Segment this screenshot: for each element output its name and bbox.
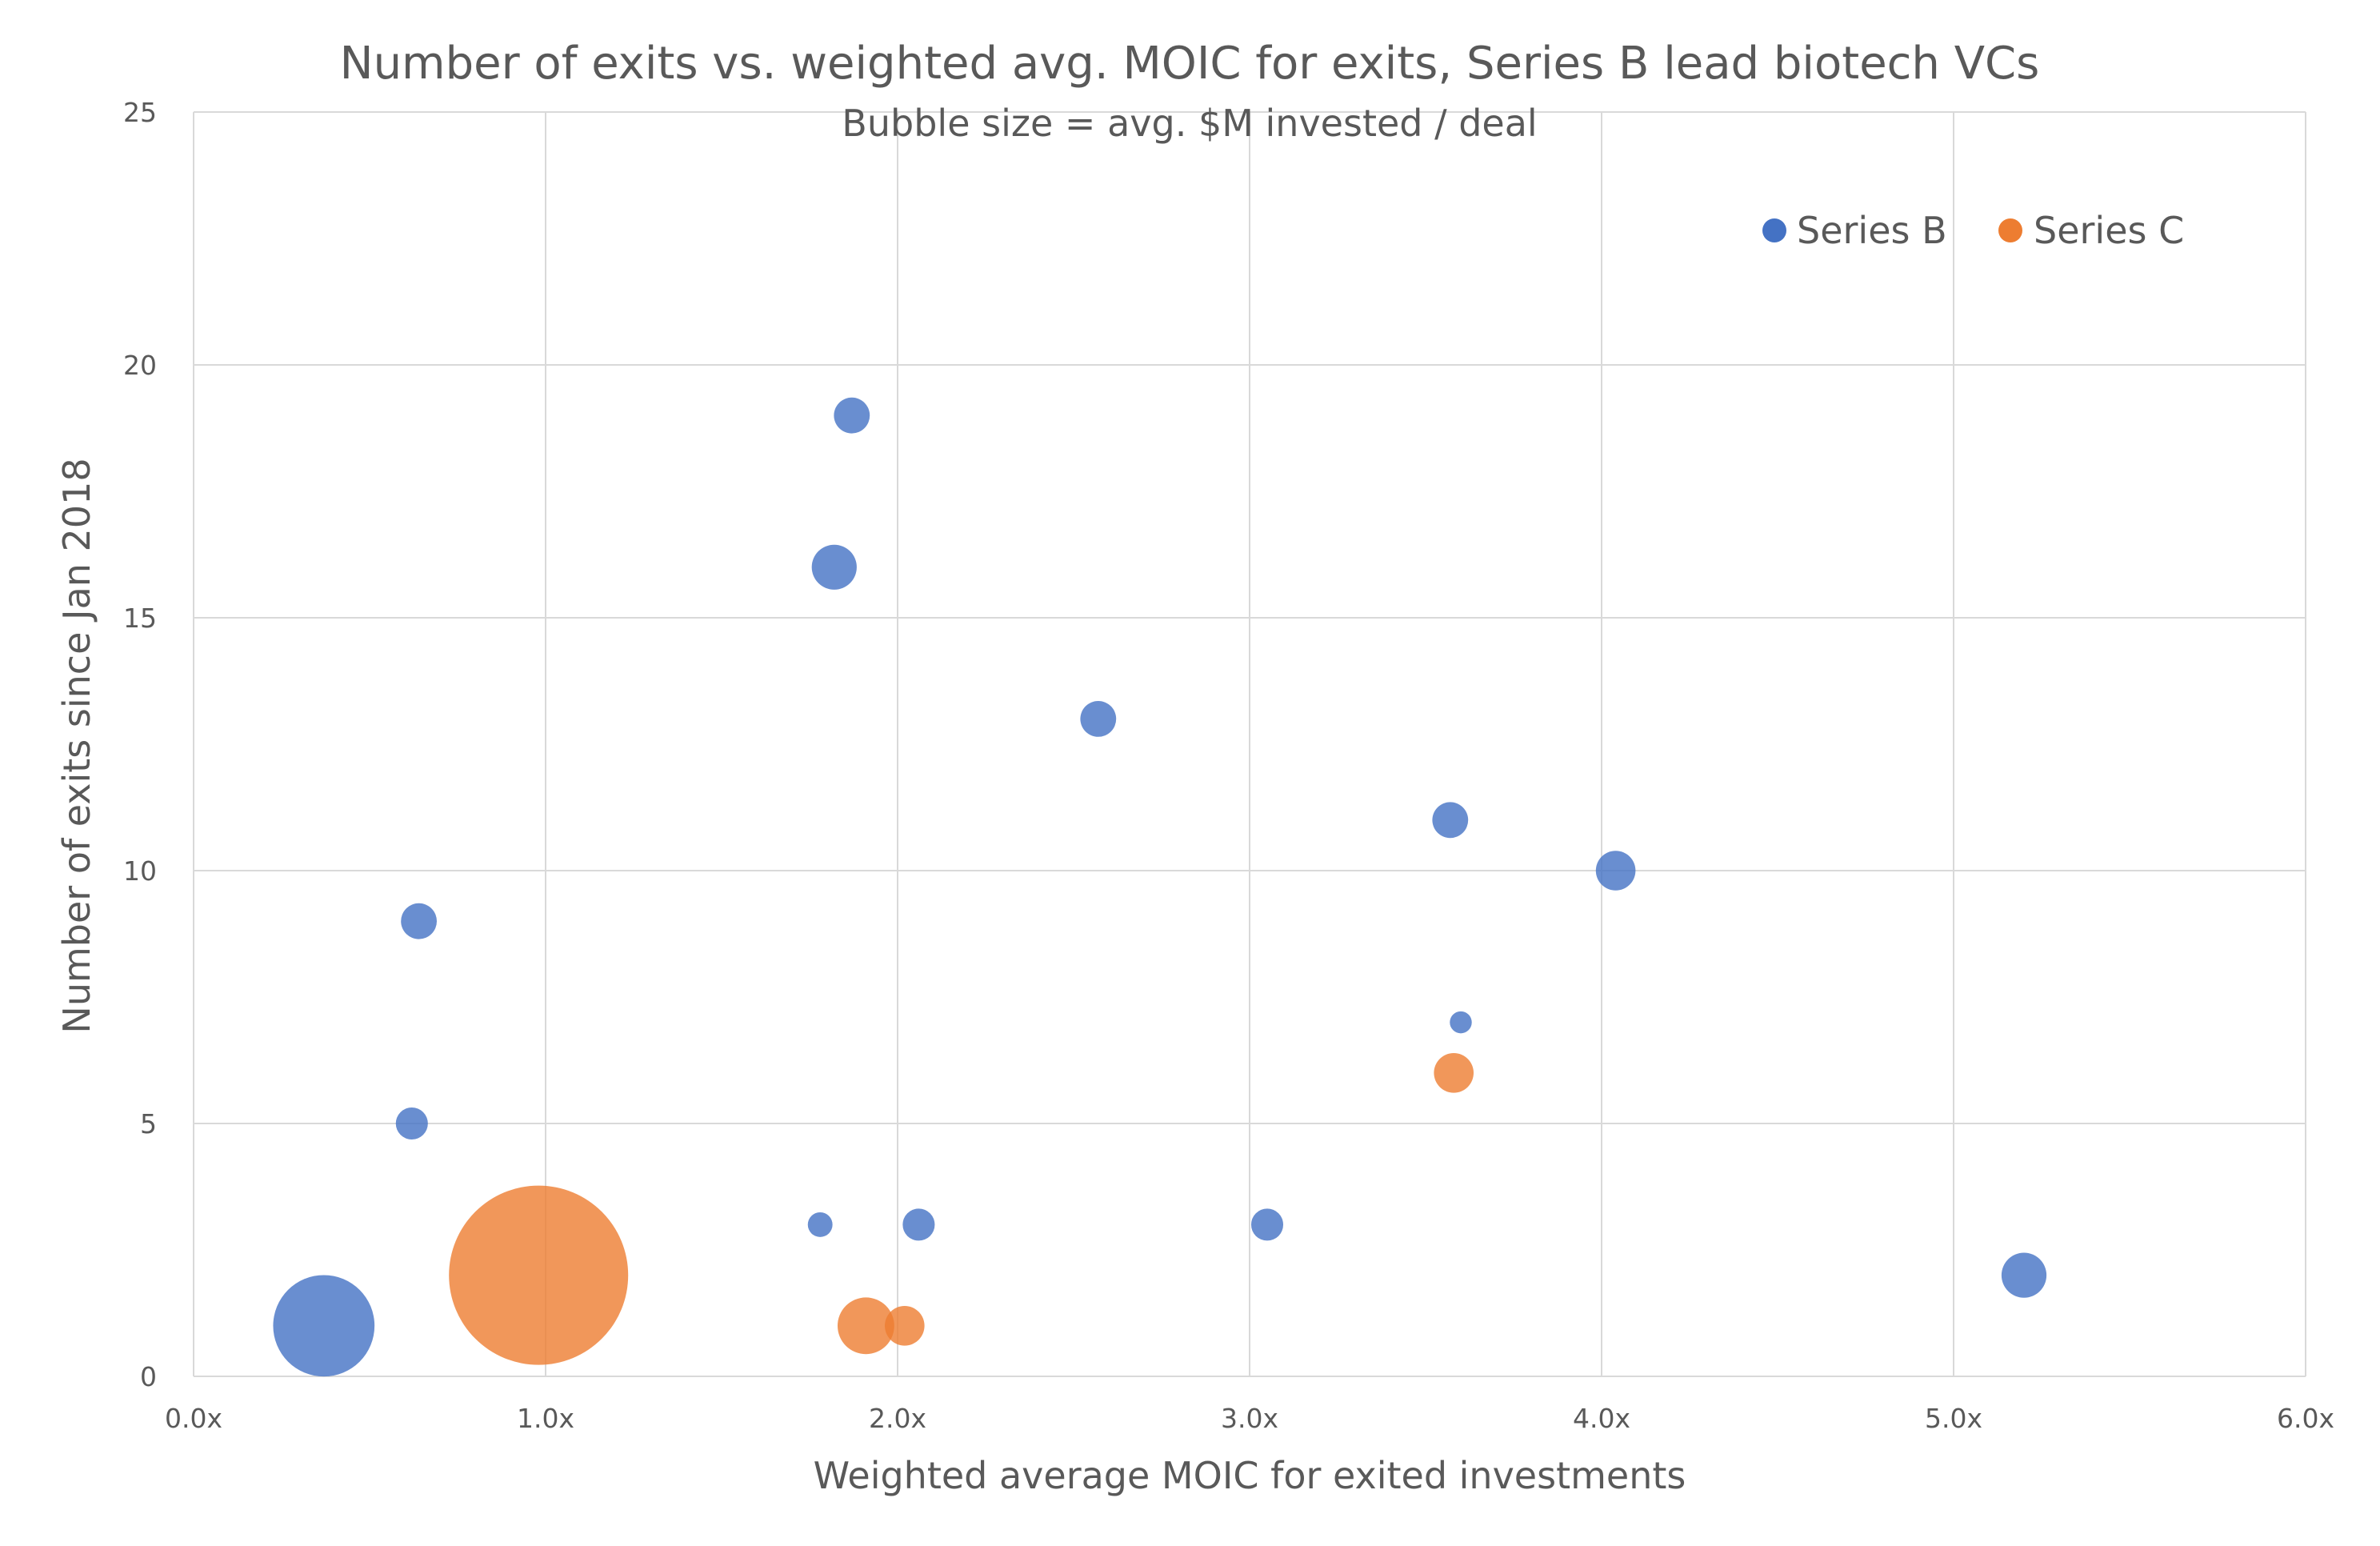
legend-label-series-c: Series C bbox=[2034, 209, 2184, 252]
y-tick-label: 25 bbox=[123, 97, 157, 128]
x-tick-labels: 0.0x 1.0x 2.0x 3.0x 4.0x 5.0x 6.0x bbox=[165, 1403, 2334, 1434]
bubble-series-b bbox=[807, 1212, 833, 1237]
bubble-series-c bbox=[885, 1306, 925, 1346]
y-tick-label: 20 bbox=[123, 350, 157, 381]
legend: Series B Series C bbox=[1762, 209, 2184, 252]
y-axis-label: Number of exits since Jan 2018 bbox=[55, 458, 98, 1033]
legend-marker-series-b bbox=[1762, 218, 1786, 242]
bubble-series-b bbox=[902, 1208, 935, 1241]
bubble-series-c bbox=[449, 1185, 629, 1365]
x-tick-label: 4.0x bbox=[1573, 1403, 1630, 1434]
bubble-series-b bbox=[273, 1275, 375, 1377]
bubble-series-b bbox=[1080, 701, 1117, 737]
y-tick-label: 5 bbox=[140, 1108, 157, 1139]
x-tick-label: 0.0x bbox=[165, 1403, 222, 1434]
x-tick-label: 2.0x bbox=[869, 1403, 926, 1434]
y-tick-label: 10 bbox=[123, 855, 157, 887]
x-tick-label: 5.0x bbox=[1925, 1403, 1982, 1434]
bubble-series-b bbox=[1450, 1011, 1472, 1034]
legend-marker-series-c bbox=[1998, 218, 2022, 242]
axes bbox=[193, 112, 2306, 1377]
bubble-series-b bbox=[834, 397, 870, 434]
x-tick-label: 6.0x bbox=[2277, 1403, 2334, 1434]
legend-item-series-b: Series B bbox=[1762, 209, 1947, 252]
bubble-series-b bbox=[2001, 1252, 2047, 1298]
x-tick-label: 3.0x bbox=[1221, 1403, 1278, 1434]
x-axis-label: Weighted average MOIC for exited investm… bbox=[814, 1454, 1686, 1497]
bubbles bbox=[273, 397, 2047, 1377]
bubble-series-b bbox=[401, 903, 437, 939]
bubble-series-b bbox=[395, 1107, 428, 1140]
y-tick-label: 0 bbox=[140, 1361, 157, 1392]
legend-item-series-c: Series C bbox=[1998, 209, 2184, 252]
bubble-series-b bbox=[1432, 802, 1469, 839]
bubble-series-b bbox=[811, 544, 857, 590]
bubble-series-b bbox=[1250, 1208, 1284, 1241]
x-tick-label: 1.0x bbox=[517, 1403, 574, 1434]
bubble-series-c bbox=[837, 1297, 894, 1355]
y-tick-labels: 0 5 10 15 20 25 bbox=[123, 97, 157, 1392]
chart-subtitle: Bubble size = avg. $M invested / deal bbox=[842, 102, 1537, 145]
bubble-series-c bbox=[1434, 1053, 1474, 1093]
bubble-series-b bbox=[1595, 851, 1636, 891]
gridlines bbox=[194, 111, 2306, 1376]
y-tick-label: 15 bbox=[123, 603, 157, 634]
chart-title: Number of exits vs. weighted avg. MOIC f… bbox=[340, 38, 2040, 90]
legend-label-series-b: Series B bbox=[1797, 209, 1947, 252]
